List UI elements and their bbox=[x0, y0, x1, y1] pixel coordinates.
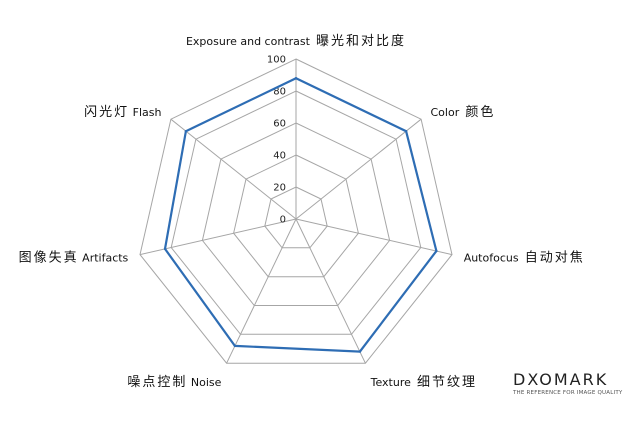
grid-spoke bbox=[295, 118, 422, 220]
tick-label: 100 bbox=[267, 55, 286, 66]
tick-label: 60 bbox=[273, 119, 286, 130]
tick-label: 80 bbox=[273, 87, 286, 98]
axis-label: Autofocus 自动对焦 bbox=[464, 250, 585, 265]
grid-ring bbox=[170, 90, 422, 335]
grid-ring bbox=[264, 186, 328, 249]
logo-tagline: THE REFERENCE FOR IMAGE QUALITY bbox=[513, 390, 623, 396]
grid-spoke bbox=[295, 218, 453, 256]
series-line bbox=[163, 76, 438, 353]
tick-label: 40 bbox=[273, 151, 286, 162]
grid-spoke bbox=[295, 218, 366, 364]
logo-wordmark: DXOMARK bbox=[513, 370, 609, 389]
data-point bbox=[358, 350, 362, 353]
data-point bbox=[404, 130, 408, 133]
dxomark-logo: DXOMARK THE REFERENCE FOR IMAGE QUALITY bbox=[513, 372, 633, 402]
axis-label: 噪点控制 Noise bbox=[127, 375, 221, 390]
data-point bbox=[435, 249, 438, 253]
axis-label: 闪光灯 Flash bbox=[84, 105, 161, 120]
data-point bbox=[184, 130, 188, 133]
grid-spoke bbox=[139, 218, 297, 256]
axis-label: 图像失真 Artifacts bbox=[19, 250, 129, 265]
grid-spoke bbox=[170, 118, 297, 220]
axis-label: Color 颜色 bbox=[431, 104, 496, 120]
tick-label: 20 bbox=[273, 183, 286, 194]
grid-ring bbox=[233, 154, 359, 278]
axis-label: Exposure and contrast 曝光和对比度 bbox=[186, 33, 406, 49]
grid-ring bbox=[139, 58, 453, 364]
data-point bbox=[163, 247, 167, 251]
data-point bbox=[294, 77, 298, 80]
tick-label: 0 bbox=[280, 215, 286, 226]
axis-label: Texture 细节纹理 bbox=[370, 375, 477, 390]
grid-spoke bbox=[226, 218, 297, 364]
data-point bbox=[233, 344, 237, 348]
grid-ring bbox=[201, 122, 391, 306]
